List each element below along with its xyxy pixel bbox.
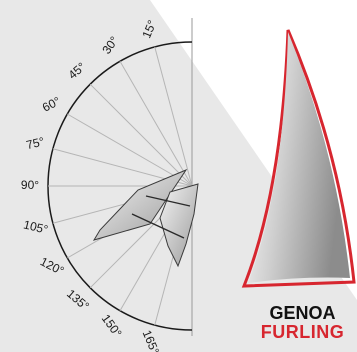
angle-ray-30 [119, 61, 193, 187]
brand-name-genoa: GENOA [269, 303, 336, 323]
angle-ray-45 [89, 83, 193, 187]
genoa-sail-icon [241, 29, 356, 288]
catamaran-icon [92, 168, 199, 268]
catamaran-beam [131, 195, 191, 239]
left-hull [92, 168, 188, 241]
sail-edge [241, 29, 356, 288]
brand-name-furling: FURLING [260, 322, 345, 342]
angle-ray-60 [67, 113, 193, 187]
sail-body [248, 32, 350, 283]
angle-ray-15 [154, 46, 193, 187]
right-hull [159, 183, 199, 268]
angle-label-15: 15° [139, 18, 159, 40]
angle-label-90: 90° [21, 178, 39, 192]
angle-label-105: 105° [22, 217, 50, 236]
angle-label-75: 75° [25, 134, 46, 152]
